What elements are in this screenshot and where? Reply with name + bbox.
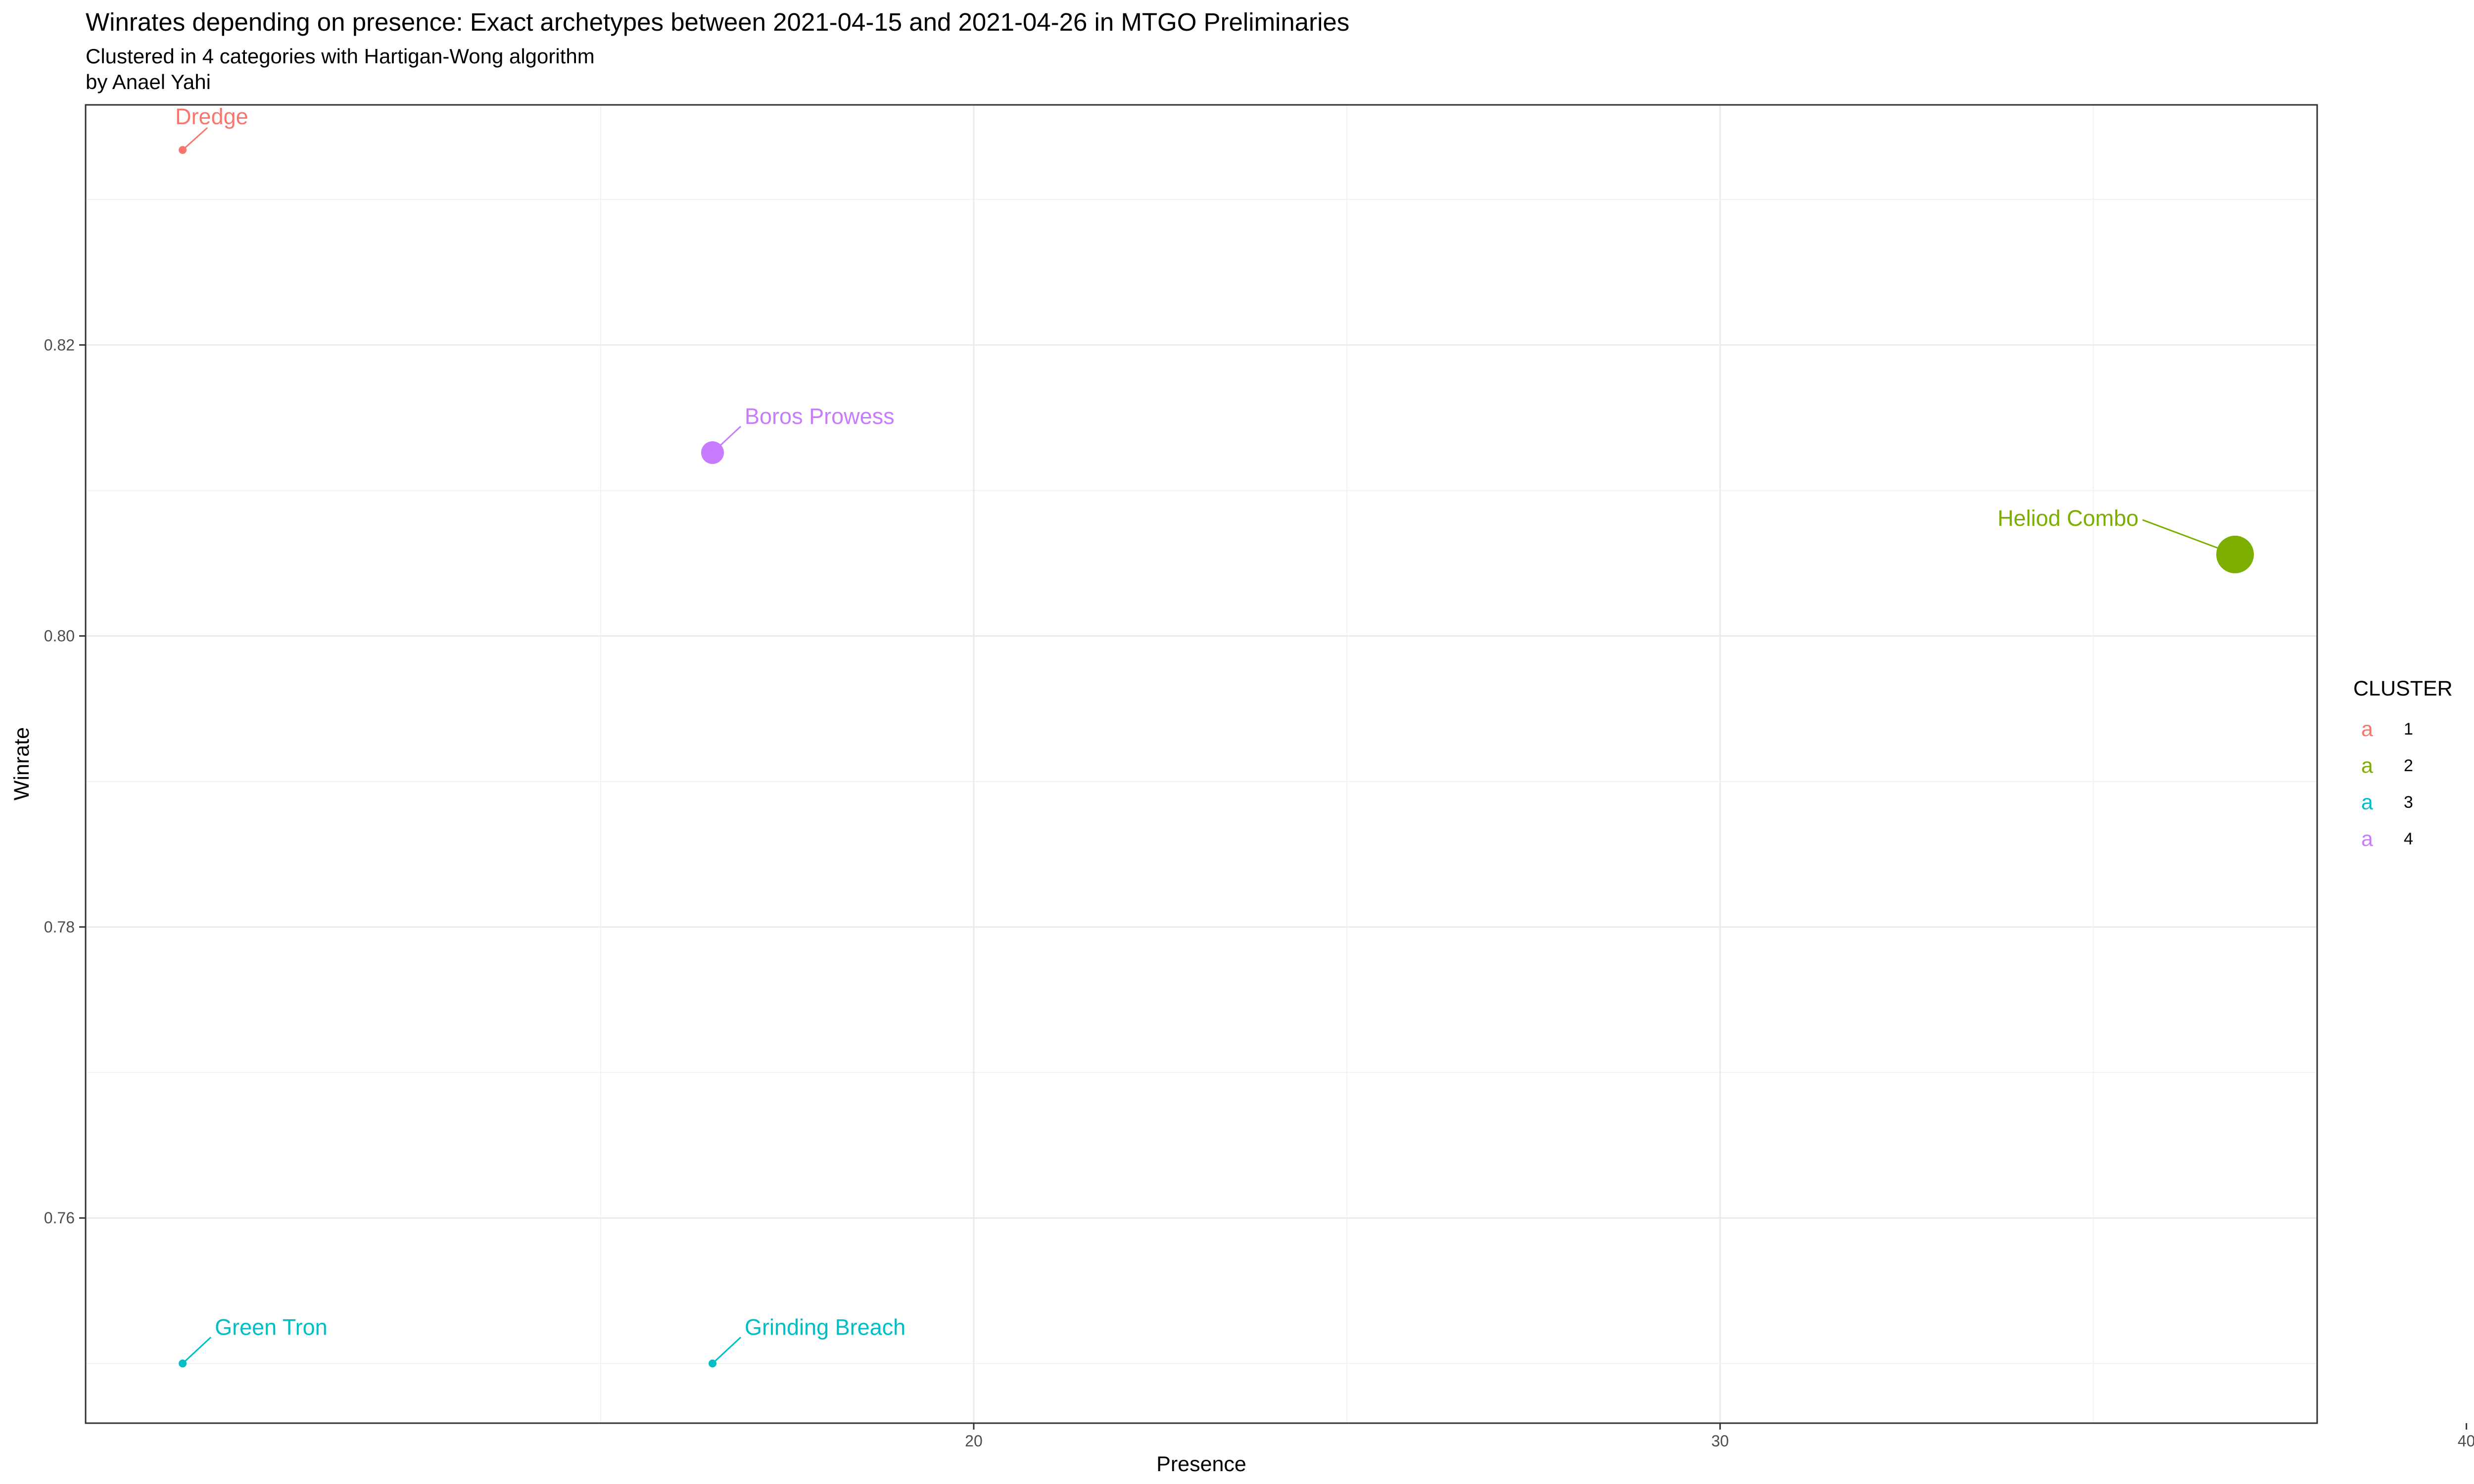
y-axis-ticks: 0.76 0.78 0.80 0.82 <box>44 336 86 1227</box>
legend-label: 4 <box>2404 830 2413 848</box>
y-tick-label: 0.80 <box>44 627 75 645</box>
point-leader-line <box>182 127 208 151</box>
point-label: Heliod Combo <box>1998 506 2139 531</box>
x-axis-title: Presence <box>1156 1452 1246 1476</box>
legend-title: CLUSTER <box>2353 677 2453 700</box>
point-label: Green Tron <box>215 1314 328 1340</box>
chart-subtitle-line-1: Clustered in 4 categories with Hartigan-… <box>86 45 595 68</box>
data-point <box>709 1359 717 1368</box>
legend-key: a <box>2361 790 2373 814</box>
x-tick-label: 30 <box>1712 1432 1729 1450</box>
y-axis-title: Winrate <box>10 727 34 800</box>
data-point <box>179 1359 187 1368</box>
grid-minor <box>86 105 2317 1423</box>
legend-key: a <box>2361 717 2373 741</box>
legend-key: a <box>2361 754 2373 778</box>
chart-title: Winrates depending on presence: Exact ar… <box>86 8 1349 36</box>
point-label: Grinding Breach <box>745 1314 905 1340</box>
legend-key: a <box>2361 827 2373 851</box>
y-tick-label: 0.82 <box>44 336 75 354</box>
point-leader-line <box>712 1337 742 1364</box>
legend-label: 2 <box>2404 756 2413 775</box>
data-point <box>2216 535 2254 573</box>
point-label: Boros Prowess <box>745 404 895 429</box>
x-tick-label: 20 <box>965 1432 983 1450</box>
data-point <box>179 146 187 154</box>
legend: CLUSTER a 1 a 2 a 3 a 4 <box>2353 677 2453 851</box>
x-axis-ticks: 20 30 40 <box>965 1423 2474 1450</box>
data-point <box>701 441 724 464</box>
grid-major <box>86 105 2317 1423</box>
data-points: Dredge Boros Prowess Heliod Combo Green Tro… <box>175 104 2254 1368</box>
x-tick-label: 40 <box>2458 1432 2474 1450</box>
y-tick-label: 0.76 <box>44 1209 75 1227</box>
legend-label: 3 <box>2404 793 2413 812</box>
legend-label: 1 <box>2404 720 2413 739</box>
chart-subtitle-line-2: by Anael Yahi <box>86 70 211 93</box>
point-label: Dredge <box>175 104 248 129</box>
point-leader-line <box>182 1337 212 1364</box>
y-tick-label: 0.78 <box>44 918 75 936</box>
plot-panel-border <box>85 104 2318 1424</box>
